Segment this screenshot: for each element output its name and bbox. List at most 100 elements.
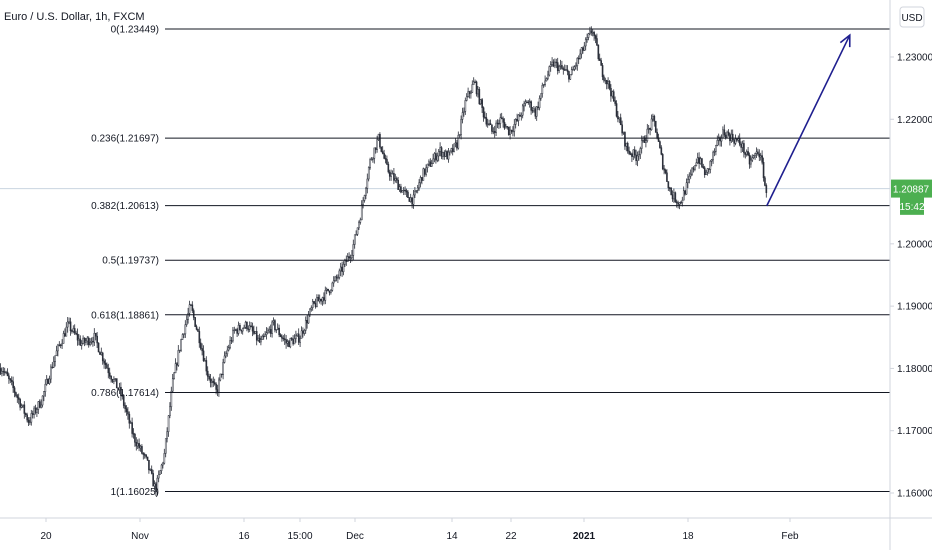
candle-body <box>134 433 136 443</box>
candle <box>157 470 160 483</box>
candle <box>625 142 628 152</box>
candle-body <box>324 290 327 301</box>
candle-body <box>36 409 38 413</box>
candle <box>733 138 735 147</box>
candle <box>92 336 94 347</box>
fibonacci-retracement[interactable]: 0(1.23449) 0.236(1.21697) 0.382(1.20613) 0.… <box>91 25 890 498</box>
candle-body <box>673 192 675 200</box>
price-axis[interactable]: 1.23000 1.22000 1.20000 1.19000 1.18000 1.170… <box>890 52 932 500</box>
candle <box>191 301 194 314</box>
candle-body <box>444 151 447 157</box>
candle-body <box>383 153 385 159</box>
candle <box>89 338 91 347</box>
candle <box>383 149 385 160</box>
candle-body <box>12 381 14 389</box>
candle <box>148 459 150 474</box>
candle-body <box>19 399 21 408</box>
candle <box>176 362 178 371</box>
currency-button[interactable]: USD <box>899 6 925 28</box>
candle <box>537 101 539 111</box>
candle <box>444 149 447 158</box>
candle <box>6 368 9 377</box>
candle-body <box>303 330 306 334</box>
candle <box>477 85 479 98</box>
candle-body <box>552 61 555 67</box>
candle-body <box>464 100 467 112</box>
candle-body <box>570 69 573 75</box>
candle-body <box>61 343 63 346</box>
candle-body <box>601 65 604 78</box>
candle-body <box>191 304 194 311</box>
candle-body <box>194 317 196 327</box>
time-tick-label: 2021 <box>573 531 596 542</box>
candle <box>561 60 563 70</box>
candle <box>502 116 504 128</box>
candle-body <box>265 332 268 336</box>
candle-body <box>750 159 752 165</box>
candle-body <box>687 179 689 183</box>
candle-body <box>666 172 668 182</box>
candle <box>701 157 703 169</box>
candle-body <box>608 81 611 89</box>
candle-body <box>167 415 170 432</box>
candle <box>332 276 335 287</box>
candle-body <box>733 139 735 144</box>
candle <box>125 405 128 416</box>
candle-body <box>713 151 716 153</box>
candle <box>414 187 416 199</box>
candle <box>409 193 412 203</box>
candle <box>738 133 741 147</box>
candle-body <box>6 371 9 377</box>
candle-body <box>688 175 691 180</box>
candle <box>586 33 588 43</box>
candle <box>723 124 726 138</box>
candle <box>748 152 751 169</box>
candle <box>121 391 124 400</box>
candle <box>740 141 742 153</box>
candle <box>453 143 455 153</box>
candle <box>26 412 28 423</box>
candle <box>302 327 304 338</box>
candle <box>699 156 702 165</box>
candle-body <box>470 92 472 95</box>
candle-body <box>267 330 269 333</box>
candle <box>299 335 301 348</box>
candle <box>744 151 747 159</box>
arrow-shaft <box>766 34 851 207</box>
candle <box>234 328 237 332</box>
time-axis[interactable]: 20 Nov 16 15:00 Dec 14 22 2021 18 Feb <box>40 518 799 542</box>
candle-body <box>484 116 486 119</box>
candle-body <box>593 32 595 36</box>
candle <box>608 80 611 91</box>
candle <box>337 274 339 283</box>
candle-body <box>2 371 5 373</box>
candle <box>149 468 152 472</box>
candle-body <box>422 168 425 181</box>
candle-body <box>765 185 768 193</box>
candle <box>629 151 632 156</box>
candle-body <box>285 339 287 344</box>
candle-body <box>211 380 213 383</box>
candle <box>72 325 75 334</box>
candle-body <box>29 421 31 424</box>
candle-body <box>239 324 241 331</box>
candle <box>471 80 474 93</box>
candle <box>562 66 565 75</box>
candle <box>659 140 661 149</box>
candle <box>134 432 136 447</box>
candle <box>524 99 527 107</box>
projection-arrow[interactable] <box>766 33 851 207</box>
countdown-label: 15:42 <box>899 202 924 213</box>
candle-body <box>143 454 146 456</box>
candle-body <box>264 334 266 337</box>
candle-body <box>219 373 222 381</box>
candle-body <box>412 194 415 205</box>
candle-body <box>192 310 195 318</box>
candle-body <box>41 395 44 406</box>
candle-body <box>78 338 80 341</box>
candle <box>488 119 490 126</box>
candle-body <box>468 91 471 95</box>
candle-body <box>51 366 54 369</box>
candle-body <box>185 318 188 325</box>
